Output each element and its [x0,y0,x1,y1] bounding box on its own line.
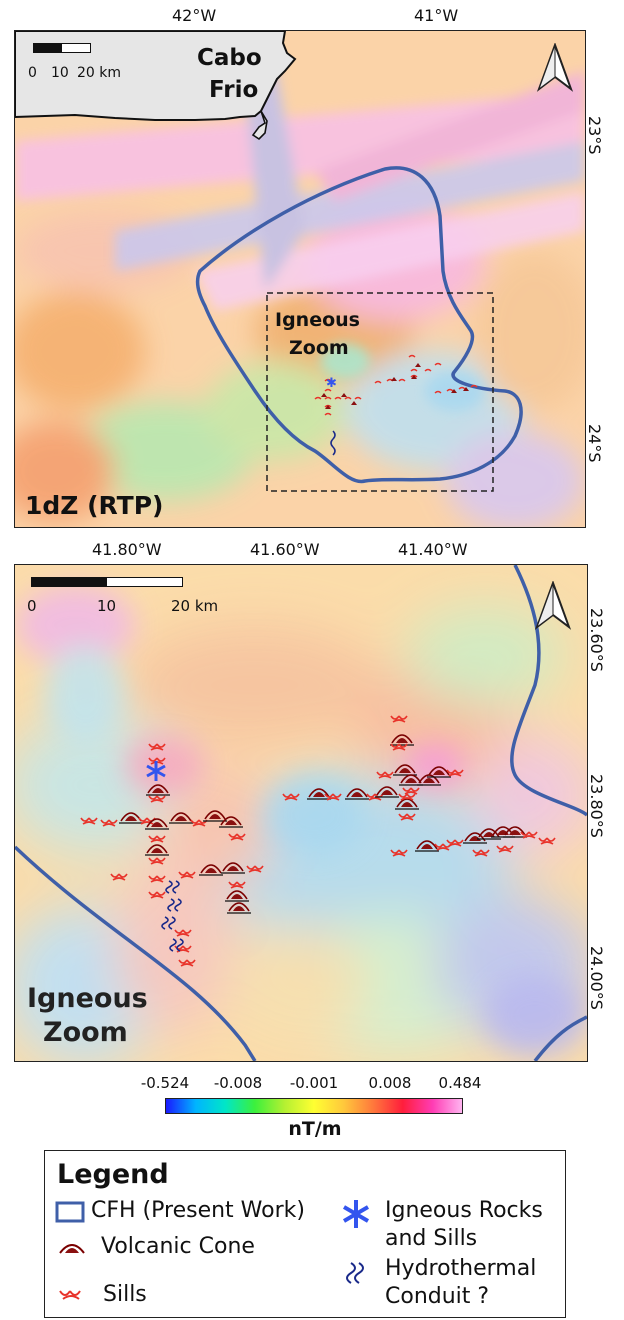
bottom-scale-label-0: 0 [27,597,37,615]
sills-icon [59,1290,81,1300]
top-map-land [15,31,297,121]
legend-sills-label: Sills [103,1282,147,1307]
svg-text:✱: ✱ [326,376,337,391]
colorbar [165,1098,463,1114]
legend-igneous-label-line1: Igneous Rocks [385,1198,543,1223]
colorbar-tick-2: -0.001 [289,1074,339,1092]
legend-box: Legend CFH (Present Work) Volcanic Cone … [44,1150,566,1318]
top-zoom-box [266,292,494,492]
top-cfh-boundary [195,166,523,484]
legend-cfh-label: CFH (Present Work) [91,1198,305,1223]
cfh-boundary-icon [55,1201,85,1223]
igneous-star-icon [342,1200,370,1228]
top-mini-symbols: ✱ [314,354,478,456]
legend-hydro-label-line2: Conduit ? [385,1284,490,1309]
bottom-panel-title-line1: Igneous [27,983,148,1014]
legend-hydro-label-line1: Hydrothermal [385,1256,537,1281]
bottom-lat-label-23-80: 23.80°S [587,774,606,838]
colorbar-tick-3: 0.008 [368,1074,412,1092]
bottom-lon-label-41-80: 41.80°W [92,540,162,559]
top-lat-label-24s: 24°S [585,424,604,463]
conduit-markers [161,880,184,952]
top-scale-label-0: 0 [28,65,37,81]
top-scale-label-20km: 20 km [77,65,122,81]
top-lon-label-42w: 42°W [172,6,217,25]
bottom-map[interactable]: 0 10 20 km Igneous Zoom [14,564,588,1062]
colorbar-tick-1: -0.008 [213,1074,263,1092]
top-map-raster: ✱ [15,31,585,527]
place-name-cabo: Cabo [197,45,262,71]
colorbar-tick-0: -0.524 [140,1074,190,1092]
bottom-north-arrow-icon [534,581,572,630]
place-name-frio: Frio [209,77,259,103]
bottom-lon-label-41-40: 41.40°W [398,540,468,559]
sill-cluster-right [282,715,556,857]
sill-cluster-left [80,743,264,967]
top-zoom-label-line1: Igneous [275,309,360,331]
bottom-lon-label-41-60: 41.60°W [250,540,320,559]
bottom-lat-label-23-60: 23.60°S [587,608,606,672]
volcanic-cone-icon [59,1244,85,1254]
bottom-scale-label-10: 10 [97,597,117,615]
top-map[interactable]: ✱ 0 10 20 km Cabo Frio Igneous Zoom 1dZ … [14,30,586,528]
hydrothermal-conduit-icon [346,1262,364,1284]
bottom-cfh-boundary-right [510,565,587,817]
igneous-star [146,761,166,781]
top-zoom-label-line2: Zoom [289,337,349,359]
legend-cone-label: Volcanic Cone [101,1234,255,1259]
bottom-lat-label-24-00: 24.00°S [587,946,606,1010]
colorbar-tick-4: 0.484 [438,1074,482,1092]
top-scale-label-10: 10 [51,65,69,81]
legend-igneous-label-line2: and Sills [385,1226,478,1251]
colorbar-unit: nT/m [288,1118,342,1140]
legend-title: Legend [57,1159,169,1190]
bottom-cfh-boundary-left [15,845,257,1061]
bottom-scale-label-20km: 20 km [171,597,219,615]
bottom-cfh-boundary-bottom [533,1015,587,1061]
bottom-scale-bar [31,577,183,587]
top-lon-label-41w: 41°W [414,6,459,25]
bottom-panel-title-line2: Zoom [43,1017,128,1048]
top-north-arrow-icon [536,43,574,92]
top-panel-title: 1dZ (RTP) [25,491,164,520]
symbols-layer [80,715,556,967]
top-lat-label-23s: 23°S [585,116,604,155]
top-scale-bar [33,43,91,53]
